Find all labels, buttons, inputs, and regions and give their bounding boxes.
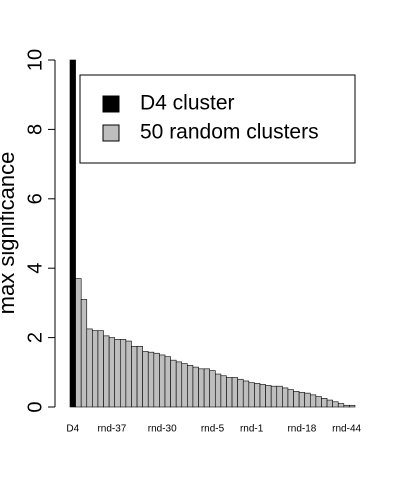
bar bbox=[326, 399, 333, 408]
bar bbox=[349, 404, 356, 408]
x-tick-label: rnd-44 bbox=[332, 424, 361, 435]
y-tick-label: 2 bbox=[24, 332, 46, 343]
bar bbox=[192, 366, 199, 408]
bar bbox=[321, 398, 328, 408]
bar bbox=[131, 345, 138, 408]
bar bbox=[315, 396, 322, 408]
y-tick-label: 10 bbox=[24, 49, 46, 71]
bar bbox=[332, 401, 339, 408]
bar bbox=[304, 392, 311, 408]
bar bbox=[309, 394, 317, 408]
bar bbox=[254, 383, 261, 408]
bar bbox=[175, 361, 183, 408]
bar bbox=[337, 403, 345, 408]
bar bbox=[226, 377, 233, 408]
bar bbox=[153, 352, 160, 408]
bar bbox=[147, 351, 155, 408]
legend-swatch bbox=[102, 95, 120, 113]
bar bbox=[170, 359, 177, 408]
bar bbox=[159, 354, 166, 408]
bar bbox=[293, 391, 300, 408]
x-tick-label: rnd-30 bbox=[148, 424, 177, 435]
bar bbox=[80, 299, 88, 408]
bar bbox=[125, 340, 132, 408]
bar bbox=[142, 351, 149, 408]
legend-label: 50 random clusters bbox=[140, 121, 319, 144]
bar bbox=[187, 365, 194, 408]
bar bbox=[242, 380, 250, 408]
bar bbox=[209, 370, 216, 408]
y-tick-label: 4 bbox=[24, 263, 46, 274]
y-axis-label: max significance bbox=[0, 152, 19, 315]
bar bbox=[136, 345, 143, 408]
bar bbox=[164, 356, 171, 408]
bar bbox=[69, 59, 76, 408]
bar bbox=[114, 339, 121, 408]
x-tick-label: rnd-18 bbox=[287, 424, 316, 435]
bar bbox=[108, 337, 116, 408]
bar bbox=[97, 330, 104, 408]
bar bbox=[237, 378, 244, 408]
y-tick-label: 8 bbox=[24, 124, 46, 135]
bar bbox=[270, 385, 278, 408]
bar bbox=[287, 389, 294, 408]
x-tick-label: D4 bbox=[66, 424, 79, 435]
bar bbox=[119, 339, 127, 408]
bar bbox=[248, 382, 255, 408]
bar bbox=[103, 335, 110, 408]
y-tick-label: 6 bbox=[24, 193, 46, 204]
bar bbox=[203, 368, 211, 408]
bar bbox=[265, 385, 272, 408]
bar bbox=[92, 330, 99, 408]
x-tick-label: rnd-1 bbox=[240, 424, 264, 435]
bar bbox=[282, 387, 289, 408]
bar bbox=[86, 328, 93, 408]
bar bbox=[276, 385, 283, 408]
bar bbox=[198, 368, 205, 408]
x-tick-label: rnd-5 bbox=[201, 424, 225, 435]
x-tick-label: rnd-37 bbox=[97, 424, 126, 435]
bar bbox=[259, 384, 266, 408]
legend-box bbox=[79, 74, 356, 164]
legend-swatch bbox=[102, 124, 120, 142]
bar bbox=[181, 363, 188, 408]
bar bbox=[231, 377, 238, 408]
bar bbox=[343, 404, 350, 408]
bar bbox=[220, 375, 227, 408]
bar bbox=[298, 392, 306, 408]
bar bbox=[214, 373, 222, 408]
y-tick-label: 0 bbox=[24, 401, 46, 412]
bar bbox=[75, 278, 82, 408]
legend-label: D4 cluster bbox=[140, 92, 235, 115]
